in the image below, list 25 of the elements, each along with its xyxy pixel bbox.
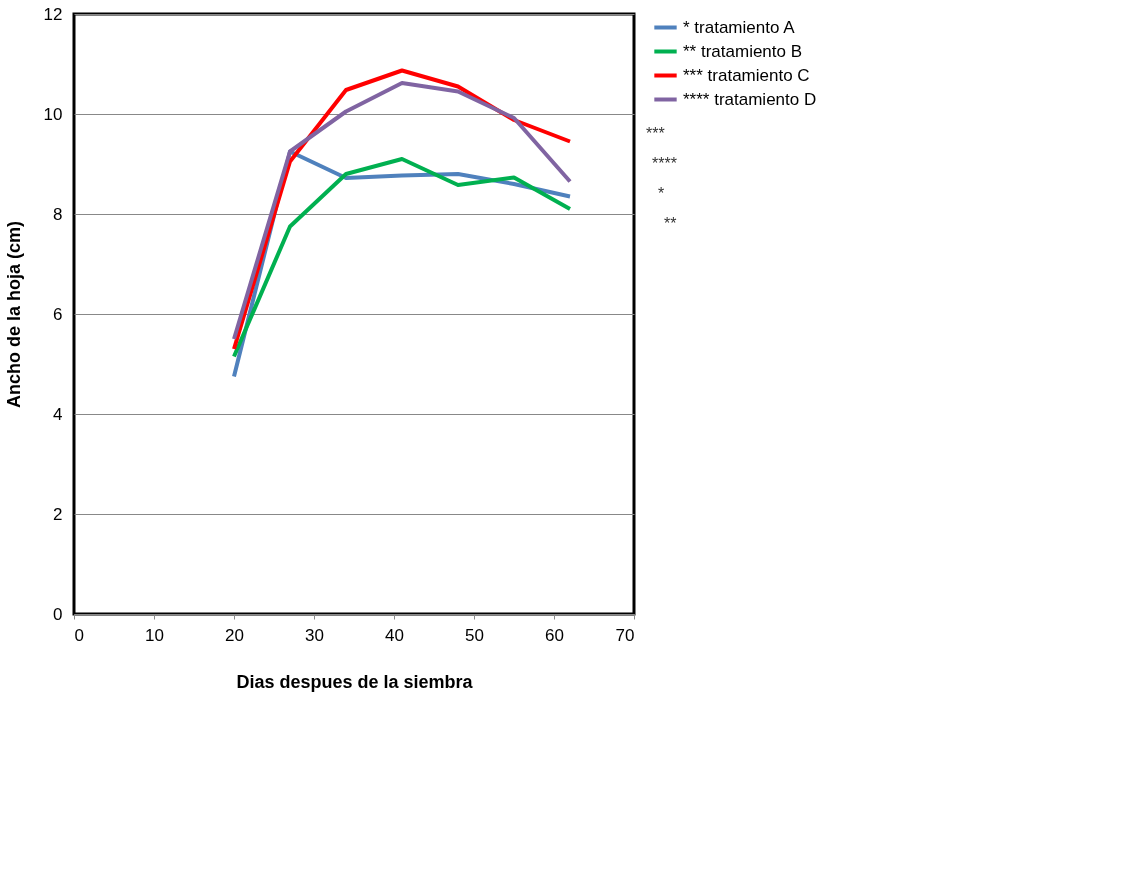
x-tick-label: 50 (465, 625, 484, 645)
x-tick-label: 10 (145, 625, 164, 645)
text: ** (664, 215, 677, 232)
x-tick-label: 70 (615, 625, 635, 645)
x-axis-title: Dias despues de la siembra (236, 671, 474, 692)
x-tick-label: 60 (545, 625, 564, 645)
legend-label: * tratamiento A (683, 17, 796, 37)
x-tick-label: 40 (385, 625, 404, 645)
y-tick-label: 4 (53, 404, 63, 424)
legend-label: *** tratamiento C (683, 65, 810, 85)
y-tick-label: 10 (43, 104, 63, 124)
text: * (658, 185, 665, 202)
x-tick-label: 0 (74, 625, 84, 645)
y-tick-label: 8 (53, 204, 63, 224)
legend-label: ** tratamiento B (683, 41, 803, 61)
legend-label: **** tratamiento D (683, 89, 817, 109)
y-tick-label: 2 (53, 504, 63, 524)
y-tick-label: 0 (53, 604, 63, 624)
text: *** (646, 125, 665, 142)
y-axis-title: Ancho de la hoja (cm) (3, 220, 24, 409)
x-tick-label: 20 (225, 625, 244, 645)
y-tick-label: 12 (43, 4, 63, 24)
x-tick-label: 30 (305, 625, 324, 645)
text: **** (652, 155, 677, 172)
y-tick-label: 6 (53, 304, 63, 324)
